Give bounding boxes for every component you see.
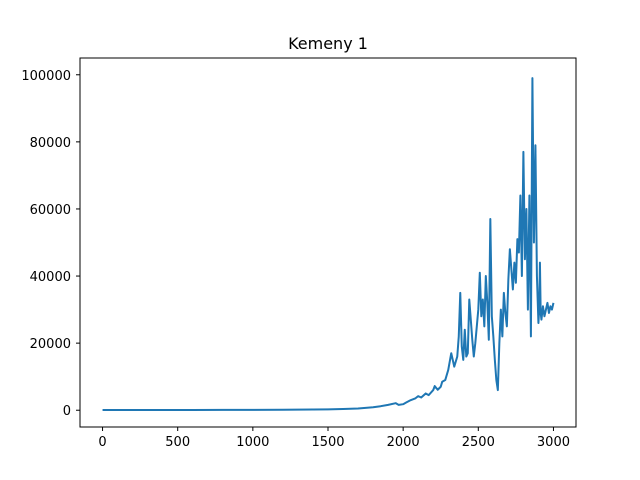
chart-title: Kemeny 1 <box>288 34 368 53</box>
axes-frame <box>79 57 577 428</box>
x-axis: 0 500 1000 1500 2000 2500 3000 <box>98 427 570 450</box>
x-tick-label: 3000 <box>537 435 570 450</box>
x-tick-label: 1500 <box>311 435 344 450</box>
x-tick-label: 1000 <box>236 435 269 450</box>
x-tick-label: 2500 <box>462 435 495 450</box>
series-layer <box>102 77 555 412</box>
y-tick-label: 20000 <box>30 337 71 352</box>
x-tick-label: 500 <box>165 435 190 450</box>
y-tick-label: 0 <box>63 404 71 419</box>
y-tick-label: 80000 <box>30 136 71 151</box>
plot-area <box>80 58 576 427</box>
y-tick-label: 100000 <box>21 69 71 84</box>
series-line-0 <box>102 77 555 412</box>
y-tick-label: 40000 <box>30 270 71 285</box>
y-tick-label: 60000 <box>30 203 71 218</box>
x-tick-label: 0 <box>98 435 106 450</box>
x-tick-label: 2000 <box>387 435 420 450</box>
y-axis: 0 20000 40000 60000 80000 100000 <box>21 69 80 419</box>
plot-axes: 0 500 1000 1500 2000 2500 3000 0 20000 40000 6000… <box>21 57 577 450</box>
